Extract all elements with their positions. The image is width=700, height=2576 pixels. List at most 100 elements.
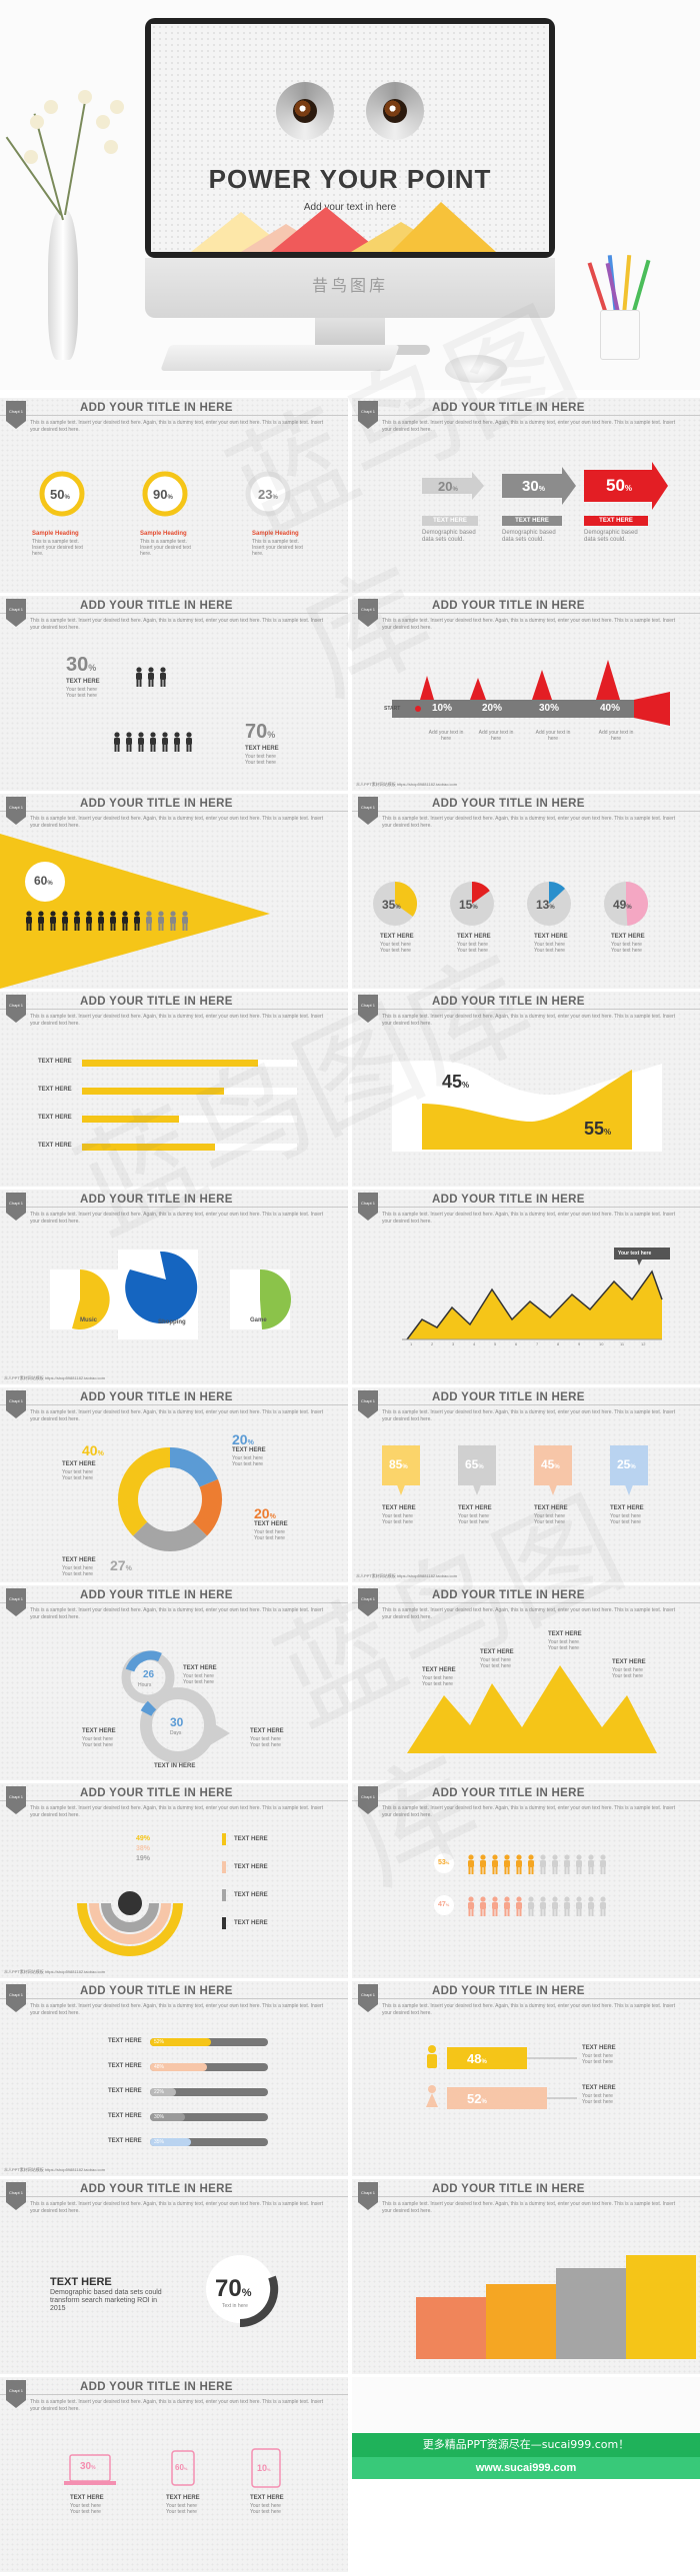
spotlight-value: 60% [34, 874, 53, 888]
promo-banner[interactable]: 更多精品PPT资源尽在—sucai999.com！ [352, 2433, 700, 2457]
person-icon [38, 911, 44, 931]
slide-title: ADD YOUR TITLE IN HERE [80, 1589, 233, 1601]
pie-text: Your text here Your text here [534, 942, 565, 954]
slide-gender-bars: Chapt 1 ADD YOUR TITLE IN HERE This is a… [352, 1981, 700, 2176]
person-icon [174, 732, 180, 752]
donut-text: Your text here Your text here [62, 1469, 93, 1481]
slide-description: This is a sample text. Insert your desir… [30, 816, 324, 829]
area-split-chart [392, 1061, 662, 1152]
tag-value: 65% [465, 1457, 484, 1471]
slide-description: This is a sample text. Insert your desir… [30, 1805, 324, 1818]
flower [96, 115, 110, 129]
slide-title: ADD YOUR TITLE IN HERE [432, 798, 585, 810]
slide-title: ADD YOUR TITLE IN HERE [432, 996, 585, 1008]
step-bar [486, 2283, 556, 2359]
pie-label: Game [250, 1317, 267, 1323]
monitor: POWER YOUR POINT Add your text in here [145, 18, 555, 258]
chapter-tab: Chapt 1 [358, 2182, 378, 2210]
chapter-tab: Chapt 1 [358, 995, 378, 1023]
person-icon [160, 667, 166, 687]
slide-description: This is a sample text. Insert your desir… [382, 420, 676, 433]
pie-label: TEXT HERE [457, 934, 491, 940]
arrow-text: Demographic based data sets could. [422, 530, 476, 543]
person-icon [186, 732, 192, 752]
pie-charts [373, 882, 648, 926]
bar-value: 48% [154, 2064, 165, 2070]
bar-value: 22% [154, 2089, 165, 2095]
big-heading: TEXT HERE [50, 2276, 112, 2288]
person-icon [134, 911, 140, 931]
donut-value: 27% [110, 1557, 132, 1573]
slide-description: This is a sample text. Insert your desir… [382, 1212, 676, 1225]
chapter-tab: Chapt 1 [6, 995, 26, 1023]
bar-fill [82, 1060, 259, 1067]
timeline-value: 20% [482, 703, 503, 714]
chapter-tab: Chapt 1 [6, 1588, 26, 1616]
bar-fill [150, 2063, 207, 2071]
person-icon [182, 911, 188, 931]
peak-label: TEXT HERE [422, 1667, 456, 1673]
slide-exploded-pies: Chapt 1 ADD YOUR TITLE IN HERE This is a… [0, 1190, 348, 1384]
row-value: 53% [438, 1859, 450, 1866]
arrow-shape [422, 472, 484, 500]
person-icon [138, 732, 144, 752]
footer-url: 众人PPT素材网站模板 https://shop59881182.taobao.… [356, 782, 458, 787]
slide-spotlight-people: Chapt 1 ADD YOUR TITLE IN HERE This is a… [0, 794, 348, 989]
arrow-value: 30% [522, 478, 545, 495]
cycle-text: Your text here Your text here [82, 1736, 113, 1748]
slide-title: ADD YOUR TITLE IN HERE [432, 402, 585, 414]
tag-label: TEXT HERE [382, 1505, 416, 1511]
spotlight-triangle [0, 834, 270, 989]
arrow-text: Demographic based data sets could. [584, 530, 638, 543]
chapter-tab: Chapt 1 [6, 1193, 26, 1221]
slide-bar-list: Chapt 1 ADD YOUR TITLE IN HERE This is a… [0, 992, 348, 1187]
percent-badge [434, 1853, 454, 1873]
person-icon [468, 1854, 474, 1874]
bar-fill [82, 1088, 224, 1095]
person-icon [552, 1854, 558, 1874]
timeline-caption: Add your text in here [478, 730, 514, 742]
pie-slice [472, 882, 490, 904]
ring-chart [39, 471, 85, 517]
peak-text: Your text here Your text here [548, 1639, 579, 1651]
bar-value: 52% [154, 2039, 165, 2045]
eye-icon [276, 82, 334, 140]
item-text: This is a sample text. Insert your desir… [32, 539, 83, 557]
person-icon [528, 1854, 534, 1874]
x-tick: 11 [620, 1341, 625, 1346]
pie-label: TEXT HERE [611, 934, 645, 940]
person-icon [600, 1896, 606, 1916]
x-tick: 6 [515, 1341, 518, 1346]
arrow-value: 20% [438, 479, 458, 494]
tag-cards: 85% TEXT HERE Your text here Your text her… [352, 1387, 700, 1582]
bar-track [150, 2113, 268, 2121]
person-icon [146, 911, 152, 931]
ring-value: 23% [258, 487, 278, 502]
people-row [466, 1895, 610, 1922]
pie-value: 35% [382, 898, 401, 912]
chapter-tab: Chapt 1 [358, 1390, 378, 1418]
promo-link[interactable]: www.sucai999.com [352, 2457, 700, 2479]
footer-url: 众人PPT素材网站模板 https://shop59881182.taobao.… [4, 2167, 106, 2172]
arrow-value: 50% [606, 476, 633, 495]
slide-percent-rings: Chapt 1 ADD YOUR TITLE IN HERE This is a… [0, 398, 348, 593]
pie-text: Your text here Your text here [380, 942, 411, 954]
tag-text: Your text here Your text here [382, 1513, 413, 1525]
person-icon [588, 1854, 594, 1874]
donut-segment [169, 1447, 218, 1488]
slide-title: ADD YOUR TITLE IN HERE [432, 600, 585, 612]
arrow-label: TEXT HERE [422, 516, 478, 526]
bar-label: TEXT HERE [582, 2085, 616, 2091]
slide-step-bars: Chapt 1 ADD YOUR TITLE IN HERE This is a… [352, 2179, 700, 2374]
pie-label: Shopping [158, 1319, 186, 1325]
person-icon [480, 1896, 486, 1916]
person-icon [126, 732, 132, 752]
item-text: This is a sample text. Insert your desir… [252, 539, 303, 557]
bar-value: 52% [467, 2091, 487, 2106]
flower [44, 100, 58, 114]
donut-text: Your text here Your text here [232, 1455, 263, 1467]
horizontal-bars: TEXT HERE TEXT HERE TEXT HERE TEXT HERE [0, 992, 348, 1187]
person-icon [122, 911, 128, 931]
chapter-tab: Chapt 1 [358, 401, 378, 429]
chapter-tab: Chapt 1 [358, 1588, 378, 1616]
